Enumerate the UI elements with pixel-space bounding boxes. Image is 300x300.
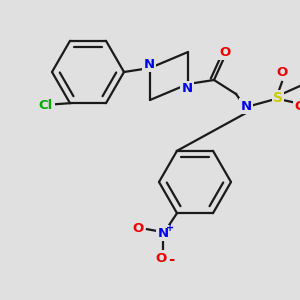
Text: Cl: Cl [39,99,53,112]
Text: S: S [273,91,283,105]
Text: +: + [166,223,174,233]
Text: O: O [294,100,300,113]
Text: O: O [219,46,231,59]
Text: O: O [155,252,167,265]
Text: -: - [168,252,174,267]
Text: N: N [182,82,193,95]
Text: O: O [276,65,288,79]
Text: N: N [158,227,169,240]
Text: N: N [143,58,155,70]
Text: N: N [240,100,252,112]
Text: O: O [132,222,144,235]
